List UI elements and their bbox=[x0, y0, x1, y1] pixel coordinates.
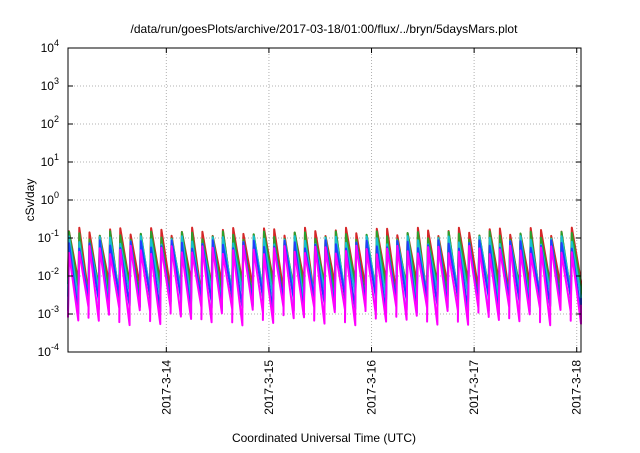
chart-title: /data/run/goesPlots/archive/2017-03-18/0… bbox=[131, 22, 519, 36]
y-tick-label: 100 bbox=[41, 190, 59, 207]
x-tick-label: 2017-3-16 bbox=[365, 360, 379, 415]
y-axis-label: cSv/day bbox=[23, 179, 37, 222]
y-tick-label: 101 bbox=[41, 152, 59, 169]
x-axis-label: Coordinated Universal Time (UTC) bbox=[232, 431, 416, 445]
x-tick-label: 2017-3-15 bbox=[262, 360, 276, 415]
series-line bbox=[67, 244, 582, 327]
ticks: 10-4 10-3 10-2 10-1 100 101 102 103 104 2017-3-14… bbox=[38, 38, 584, 415]
y-tick-label: 10-1 bbox=[38, 228, 59, 245]
x-tick-label: 2017-3-17 bbox=[467, 360, 481, 415]
series-group bbox=[67, 226, 582, 327]
x-tick-label: 2017-3-18 bbox=[570, 360, 584, 415]
y-tick-label: 102 bbox=[41, 114, 59, 131]
y-tick-label: 10-2 bbox=[38, 266, 59, 283]
y-tick-label: 10-3 bbox=[38, 304, 59, 321]
y-tick-label: 103 bbox=[41, 76, 59, 93]
y-tick-label: 10-4 bbox=[38, 342, 59, 359]
x-tick-label: 2017-3-14 bbox=[159, 360, 173, 415]
y-tick-label: 104 bbox=[41, 38, 59, 55]
